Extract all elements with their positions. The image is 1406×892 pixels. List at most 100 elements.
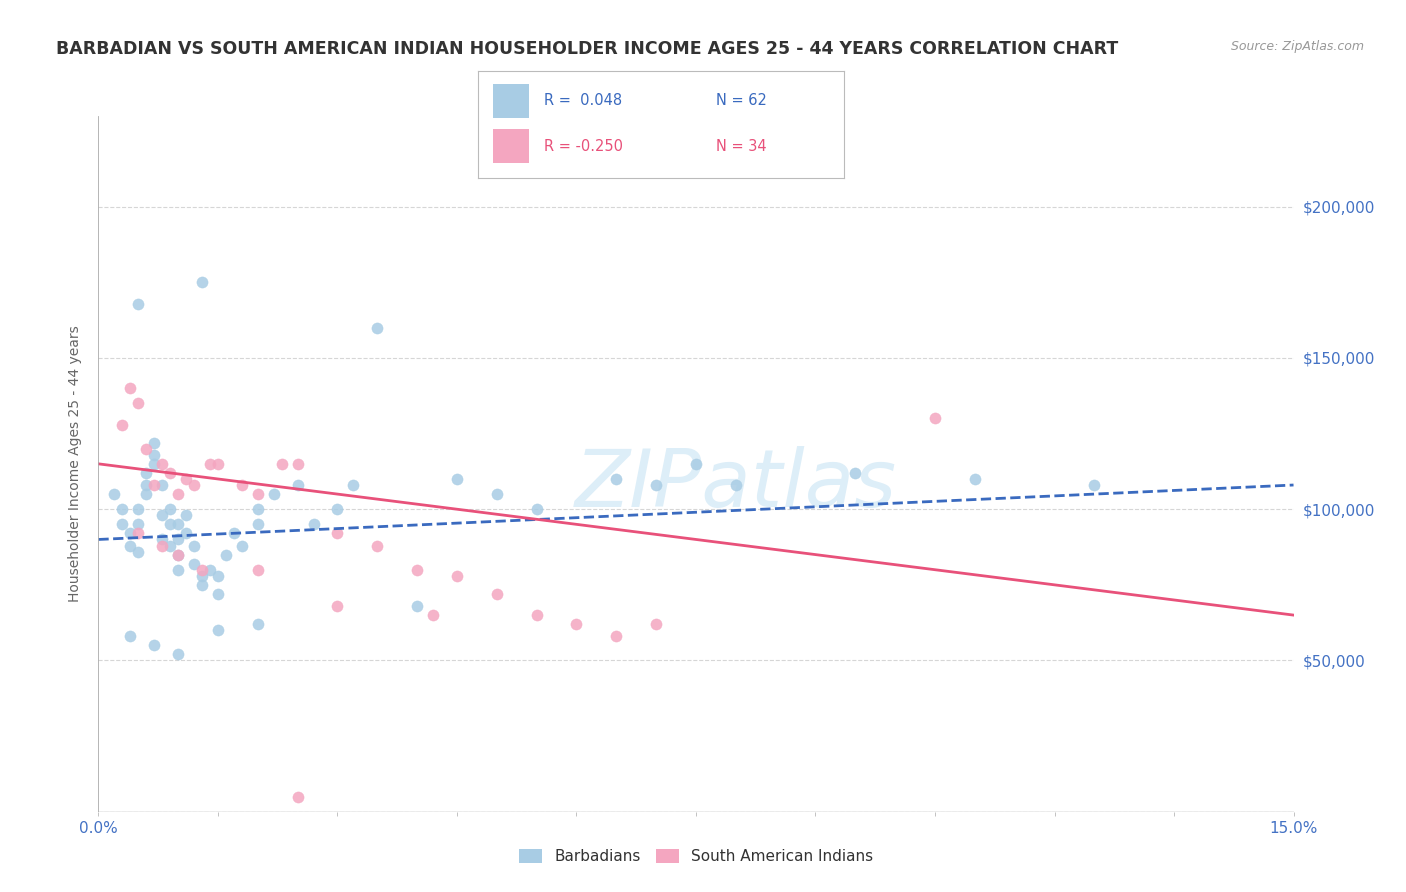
- Point: [963, 472, 986, 486]
- Point: [167, 648, 190, 662]
- Point: [263, 487, 285, 501]
- Point: [342, 478, 364, 492]
- Point: [406, 599, 429, 613]
- Point: [167, 548, 190, 562]
- Point: [135, 487, 157, 501]
- Bar: [492, 129, 529, 163]
- Point: [326, 599, 349, 613]
- Point: [111, 502, 134, 516]
- Point: [120, 629, 142, 643]
- Text: BARBADIAN VS SOUTH AMERICAN INDIAN HOUSEHOLDER INCOME AGES 25 - 44 YEARS CORRELA: BARBADIAN VS SOUTH AMERICAN INDIAN HOUSE…: [56, 40, 1119, 58]
- Point: [302, 517, 325, 532]
- Point: [167, 533, 190, 547]
- Point: [159, 517, 181, 532]
- Point: [174, 526, 197, 541]
- Point: [844, 466, 866, 480]
- Point: [111, 417, 134, 432]
- Point: [446, 472, 468, 486]
- Point: [143, 435, 166, 450]
- Point: [198, 457, 221, 471]
- Point: [645, 617, 668, 632]
- Point: [246, 563, 269, 577]
- Point: [485, 487, 508, 501]
- Point: [167, 487, 190, 501]
- Point: [605, 472, 627, 486]
- Point: [191, 568, 214, 582]
- Point: [446, 568, 468, 582]
- Point: [143, 638, 166, 652]
- Point: [183, 539, 205, 553]
- Text: R =  0.048: R = 0.048: [544, 93, 621, 108]
- Point: [120, 381, 142, 395]
- Bar: [492, 84, 529, 119]
- Point: [159, 502, 181, 516]
- Point: [183, 557, 205, 571]
- Text: Source: ZipAtlas.com: Source: ZipAtlas.com: [1230, 40, 1364, 54]
- Point: [167, 548, 190, 562]
- Point: [326, 526, 349, 541]
- Point: [150, 508, 173, 523]
- Point: [174, 472, 197, 486]
- Point: [127, 517, 149, 532]
- Point: [526, 608, 548, 623]
- Point: [565, 617, 588, 632]
- Point: [167, 517, 190, 532]
- Point: [287, 478, 309, 492]
- Point: [207, 568, 229, 582]
- Point: [287, 457, 309, 471]
- Point: [605, 629, 627, 643]
- Point: [127, 544, 149, 558]
- Point: [127, 502, 149, 516]
- Point: [150, 457, 173, 471]
- Point: [143, 457, 166, 471]
- Point: [326, 502, 349, 516]
- Text: N = 34: N = 34: [716, 139, 766, 153]
- Point: [246, 502, 269, 516]
- Point: [207, 587, 229, 601]
- Point: [120, 526, 142, 541]
- Point: [135, 442, 157, 456]
- Point: [150, 539, 173, 553]
- Point: [191, 578, 214, 592]
- Legend: Barbadians, South American Indians: Barbadians, South American Indians: [513, 842, 879, 871]
- Point: [246, 487, 269, 501]
- Point: [485, 587, 508, 601]
- Point: [150, 478, 173, 492]
- Point: [150, 533, 173, 547]
- Point: [231, 539, 253, 553]
- Point: [366, 539, 388, 553]
- Text: R = -0.250: R = -0.250: [544, 139, 623, 153]
- Point: [191, 563, 214, 577]
- Point: [174, 508, 197, 523]
- Point: [924, 411, 946, 425]
- Text: ZIPatlas: ZIPatlas: [575, 446, 897, 524]
- Point: [406, 563, 429, 577]
- Point: [159, 539, 181, 553]
- Y-axis label: Householder Income Ages 25 - 44 years: Householder Income Ages 25 - 44 years: [69, 326, 83, 602]
- Point: [231, 478, 253, 492]
- Point: [127, 396, 149, 410]
- Point: [1083, 478, 1105, 492]
- Point: [127, 526, 149, 541]
- Point: [183, 478, 205, 492]
- Point: [287, 789, 309, 804]
- Point: [207, 457, 229, 471]
- Point: [135, 466, 157, 480]
- Point: [191, 276, 214, 290]
- Point: [159, 466, 181, 480]
- Point: [366, 320, 388, 334]
- Point: [685, 457, 707, 471]
- Point: [222, 526, 245, 541]
- Point: [526, 502, 548, 516]
- Text: N = 62: N = 62: [716, 93, 766, 108]
- Point: [103, 487, 125, 501]
- Point: [135, 478, 157, 492]
- Point: [724, 478, 747, 492]
- Point: [645, 478, 668, 492]
- Point: [127, 296, 149, 310]
- Point: [246, 617, 269, 632]
- Point: [167, 563, 190, 577]
- Point: [270, 457, 292, 471]
- Point: [246, 517, 269, 532]
- Point: [143, 448, 166, 462]
